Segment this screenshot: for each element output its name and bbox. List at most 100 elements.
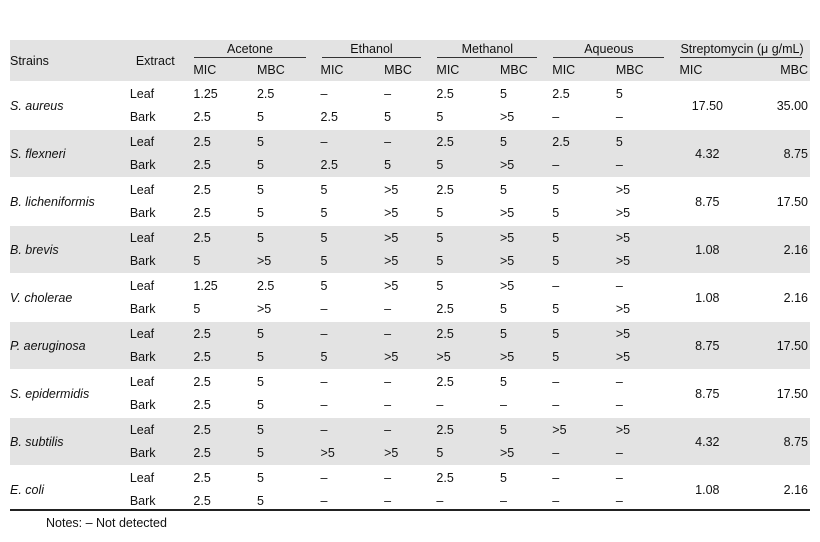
results-table: Strains Extract Acetone Ethanol Methanol… [10,40,810,513]
value-cell: >5 [545,417,609,442]
value-cell: – [384,302,392,317]
value-cell: – [313,81,378,106]
value-cell: – [313,369,378,394]
table-header: Strains Extract Acetone Ethanol Methanol… [10,40,810,82]
strain-name: P. aeruginosa [10,321,123,370]
streptomycin-mic: 8.75 [672,321,743,370]
value-cell: 2.5 [186,177,250,202]
value-cell: 5 [320,206,328,221]
extract-cell: Bark [122,153,187,178]
value-cell: – [608,369,673,394]
value-cell: 2.5 [186,369,250,394]
strain-name: S. aureus [10,81,123,130]
value-cell: 2.5 [436,302,454,317]
value-cell: – [384,494,392,509]
value-cell: 5 [493,369,546,394]
value-cell: >5 [608,417,673,442]
header-mbc: MBC [780,63,808,77]
value-cell: 5 [256,206,264,221]
streptomycin-mbc: 8.75 [742,417,810,466]
strain-name: B. brevis [10,225,123,274]
streptomycin-mbc: 2.16 [742,273,810,322]
value-cell: – [608,441,673,466]
header-mic: MIC [679,63,703,77]
strain-name: B. subtilis [10,417,123,466]
value-cell: 5 [608,129,673,154]
table-row: V. cholerae Leaf 1.25 2.5 5 >5 5 >5– –1.08 2.16 [10,273,810,322]
value-cell: 5 [429,249,493,274]
value-cell: – [615,494,623,509]
strain-name: V. cholerae [10,273,123,322]
value-cell: – [313,129,378,154]
header-mbc: MBC [615,63,644,77]
value-cell: 2.5 [320,110,338,125]
table-row: P. aeruginosa Leaf 2.5 5– –2.5 5 5 >5 8.75 17.50 [10,321,810,370]
value-cell: 2.5 [429,369,493,394]
extract-cell: Leaf [122,177,187,202]
value-cell: – [377,81,430,106]
value-cell: 5 [249,369,314,394]
value-cell: 5 [249,177,314,202]
extract-cell: Bark [129,494,156,509]
value-cell: – [615,110,623,125]
streptomycin-mbc: 17.50 [742,177,810,226]
value-cell: – [384,398,392,413]
value-cell: 5 [493,417,546,442]
value-cell: 5 [545,321,609,346]
value-cell: >5 [493,249,546,274]
value-cell: 5 [436,206,444,221]
value-cell: – [377,417,430,442]
value-cell: >5 [377,441,430,466]
value-cell: 2.5 [545,129,609,154]
value-cell: – [545,369,609,394]
value-cell: 2.5 [193,398,211,413]
value-cell: – [313,321,378,346]
value-cell: 2.5 [313,153,378,178]
streptomycin-mic: 4.32 [672,129,743,178]
extract-cell: Leaf [122,369,187,394]
value-cell: 2.5 [429,417,493,442]
table-row: Bark 2.5 5 – – – – – – [10,394,810,418]
value-cell: >5 [608,321,673,346]
value-cell: >5 [256,302,272,317]
extract-cell: Leaf [122,321,187,346]
value-cell: – [545,465,609,490]
value-cell: – [377,129,430,154]
value-cell: 2.5 [429,81,493,106]
value-cell: 5 [429,273,493,298]
table-body: S. aureus Leaf 1.25 2.5– –2.5 5 2.5 5 17.50 35.00… [10,81,810,513]
value-cell: – [320,398,328,413]
table-row: S. flexneri Leaf 2.5 5– –2.5 5 2.5 5 4.32 8.75 [10,129,810,178]
value-cell: – [552,398,560,413]
header-aqueous: Aqueous [545,40,672,59]
value-cell: – [436,494,444,509]
value-cell: – [545,153,609,178]
value-cell: 5 [429,153,493,178]
value-cell: 5 [256,494,264,509]
value-cell: – [545,273,609,298]
value-cell: >5 [313,441,378,466]
table-row: Bark 5 >5 5 >5 5 >5 5 >5 [10,249,810,274]
streptomycin-mic: 1.08 [672,273,743,322]
value-cell: – [608,153,673,178]
extract-cell: Bark [129,398,156,413]
streptomycin-mic: 8.75 [672,369,743,418]
extract-cell: Bark [129,302,156,317]
value-cell: 2.5 [429,177,493,202]
value-cell: 5 [545,249,609,274]
streptomycin-mbc: 35.00 [742,81,810,130]
value-cell: 5 [249,129,314,154]
streptomycin-mbc: 17.50 [742,369,810,418]
value-cell: 2.5 [186,417,250,442]
header-extract: Extract [135,53,175,68]
value-cell: 2.5 [429,129,493,154]
value-cell: – [320,494,328,509]
header-mic: MIC [320,63,344,77]
value-cell: 5 [377,153,430,178]
value-cell: 5 [256,398,264,413]
table-row: B. licheniformis Leaf 2.5 5 5 >5 2.5 5 5 >5 8.75 17… [10,177,810,226]
value-cell: 5 [186,249,250,274]
value-cell: 5 [249,441,314,466]
table-row: B. subtilis Leaf 2.5 5– –2.5 5 >5 >5 4.32 8.75 [10,417,810,466]
value-cell: 2.5 [249,81,314,106]
